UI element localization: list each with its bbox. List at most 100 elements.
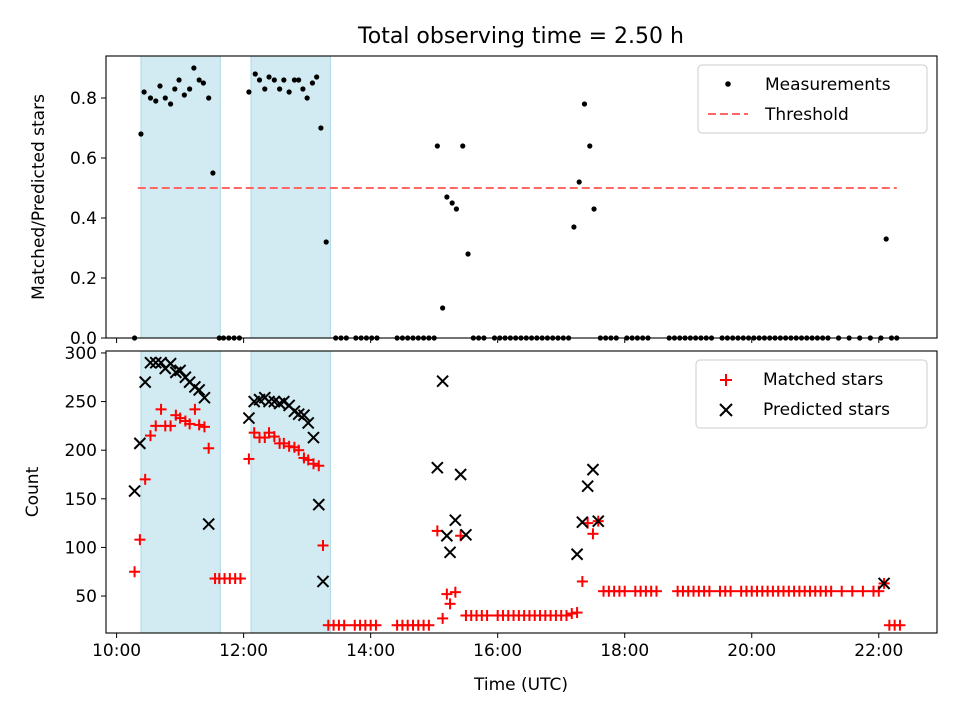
- legend-matched-marker: [720, 374, 732, 386]
- top-shaded-intervals: [140, 55, 331, 339]
- x-tick-label: 18:00: [600, 641, 649, 661]
- y-tick-label: 0.2: [70, 269, 97, 289]
- predicted-point: [307, 431, 320, 444]
- matched-point: [846, 585, 858, 597]
- legend-measurements-marker: [725, 81, 731, 87]
- matched-point: [370, 619, 382, 631]
- predicted-point: [202, 517, 215, 531]
- predicted-point: [297, 408, 311, 422]
- predicted-point: [316, 575, 330, 588]
- matched-point: [857, 585, 869, 597]
- predicted-point: [431, 461, 444, 474]
- bottom-shaded-intervals: [140, 350, 331, 634]
- y-tick-label: 150: [65, 490, 97, 510]
- matched-point: [307, 458, 319, 470]
- legend-predicted-label: Predicted stars: [763, 400, 890, 420]
- bottom-legend-box: [695, 359, 928, 429]
- measurement-point: [271, 77, 277, 83]
- matched-point: [444, 598, 456, 610]
- matched-point: [894, 619, 906, 631]
- matched-point: [313, 460, 325, 472]
- matched-point: [243, 453, 255, 465]
- matched-point: [150, 420, 162, 432]
- x-tick-label: 20:00: [727, 641, 776, 661]
- bottom-y-axis-label: Count: [23, 466, 43, 517]
- matched-point: [619, 585, 631, 597]
- bottom-legend: Matched stars Predicted stars: [695, 359, 928, 429]
- measurement-point: [277, 86, 283, 92]
- predicted-point: [164, 357, 177, 370]
- predicted-point: [586, 463, 600, 476]
- measurement-point: [141, 89, 147, 95]
- matched-point: [234, 573, 246, 585]
- top-legend: Measurements Threshold: [697, 64, 928, 134]
- matched-point: [650, 585, 662, 597]
- matched-point: [423, 619, 435, 631]
- predicted-point: [138, 375, 152, 389]
- measurement-point: [210, 170, 216, 176]
- x-axis-label: Time (UTC): [473, 675, 568, 695]
- matched-point: [193, 419, 205, 431]
- predicted-point: [173, 364, 187, 377]
- matched-point: [703, 585, 715, 597]
- matched-point: [571, 607, 583, 619]
- top-x-ticks: [116, 338, 880, 343]
- predicted-point: [449, 513, 462, 527]
- matched-point: [144, 430, 156, 442]
- predicted-point: [262, 395, 276, 408]
- count-points: [128, 356, 906, 631]
- bottom-axes-frame: [105, 350, 938, 634]
- top-y-ticks: 0.0 0.2 0.4 0.6 0.8: [70, 89, 106, 349]
- predicted-point: [242, 411, 256, 425]
- matched-point: [189, 403, 201, 415]
- measurement-point: [318, 125, 324, 131]
- predicted-point: [576, 515, 589, 529]
- measurement-point: [256, 77, 263, 83]
- measurement-point: [147, 95, 154, 101]
- predicted-point: [301, 416, 315, 430]
- measurement-point: [460, 143, 466, 149]
- y-tick-label: 200: [65, 441, 97, 461]
- measurement-point: [246, 89, 252, 95]
- predicted-point: [440, 529, 454, 542]
- y-tick-label: 250: [65, 393, 97, 413]
- measurement-point: [266, 74, 272, 80]
- bottom-x-ticks: 10:00 12:00 14:00 16:00 18:00 20:00 22:00: [92, 633, 903, 661]
- measurement-point: [571, 224, 577, 230]
- predicted-point: [128, 484, 141, 498]
- matched-point: [293, 444, 305, 456]
- measurement-point: [296, 77, 302, 83]
- x-tick-label: 14:00: [346, 641, 395, 661]
- legend-matched-label: Matched stars: [763, 370, 883, 390]
- predicted-point: [436, 374, 449, 388]
- chart-title: Total observing time = 2.50 h: [357, 24, 684, 49]
- predicted-point: [877, 577, 891, 590]
- matched-point: [155, 403, 167, 415]
- x-tick-label: 12:00: [219, 641, 268, 661]
- measurement-point: [576, 179, 582, 185]
- measurement-point: [465, 251, 471, 257]
- measurement-point: [286, 89, 292, 95]
- bottom-panel: 50 100 150 200 250 300 10:00 12:00 14:00 16:00 18…: [23, 344, 938, 695]
- top-y-axis-label: Matched/Predicted stars: [29, 94, 49, 300]
- measurement-point: [206, 95, 212, 101]
- measurement-point: [181, 92, 187, 98]
- predicted-point: [192, 383, 206, 397]
- matched-point: [134, 534, 146, 546]
- legend-measurements-label: Measurements: [765, 75, 891, 95]
- matched-point: [184, 418, 196, 430]
- top-axes-frame: [105, 55, 938, 339]
- matched-point: [576, 575, 588, 587]
- predicted-point: [144, 356, 157, 369]
- y-tick-label: 50: [75, 587, 97, 607]
- measurement-point: [138, 131, 144, 137]
- y-tick-label: 300: [65, 344, 97, 364]
- top-panel: 0.00.20.40.60.8 Matched/Predicted stars …: [29, 55, 938, 349]
- x-tick-label: 22:00: [854, 641, 903, 661]
- matched-point: [825, 585, 837, 597]
- legend-threshold-label: Threshold: [764, 105, 849, 125]
- matched-point: [129, 566, 141, 578]
- measurement-point: [167, 101, 174, 107]
- measurement-point: [323, 239, 329, 245]
